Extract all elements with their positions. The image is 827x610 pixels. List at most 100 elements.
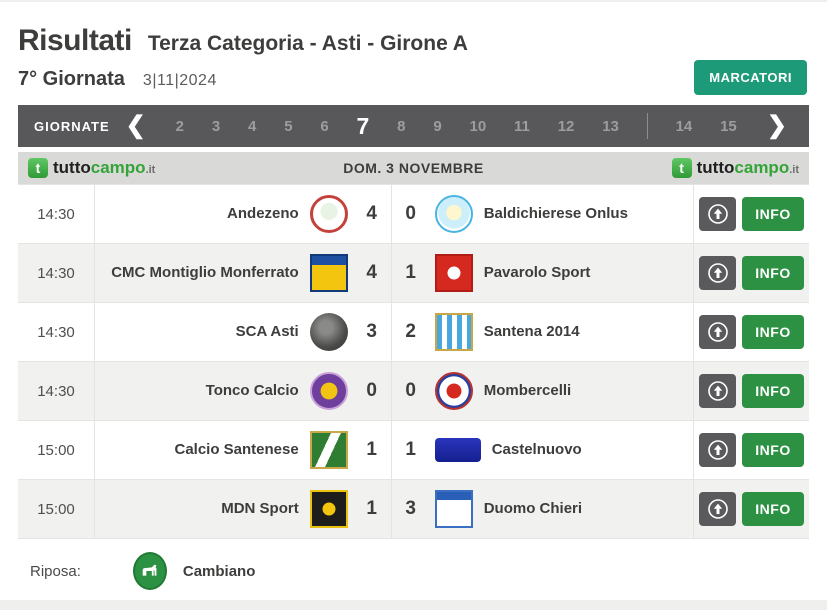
marcatori-button[interactable]: MARCATORI (694, 60, 807, 95)
home-cell: Andezeno 4 (95, 185, 391, 243)
round-8[interactable]: 8 (397, 117, 406, 135)
kickoff-time: 14:30 (18, 362, 95, 420)
round-6[interactable]: 6 (320, 117, 329, 135)
away-team-name[interactable]: Mombercelli (483, 382, 572, 399)
away-team-name[interactable]: Duomo Chieri (483, 500, 583, 517)
home-team-name[interactable]: MDN Sport (221, 500, 299, 517)
mdn-logo[interactable] (309, 490, 348, 528)
page-title: Risultati (18, 24, 132, 57)
match-row: 15:00 MDN Sport 1 3 Duomo Chieri INFO (18, 480, 809, 539)
kickoff-time: 14:30 (18, 303, 95, 361)
home-cell: Calcio Santenese 1 (95, 421, 391, 479)
home-score: 0 (366, 380, 377, 401)
field-button[interactable] (699, 315, 737, 349)
away-team-name[interactable]: Baldichierese Onlus (483, 205, 628, 222)
andezeno-logo[interactable] (309, 195, 348, 233)
round-13[interactable]: 13 (602, 117, 619, 135)
rest-team-name[interactable]: Cambiano (182, 562, 256, 580)
round-2[interactable]: 2 (175, 117, 185, 135)
away-score: 3 (405, 498, 416, 519)
round-11[interactable]: 11 (514, 117, 530, 135)
tuttocampo-logo-right[interactable]: t tutto campo .it (671, 158, 799, 178)
round-9[interactable]: 9 (433, 117, 442, 135)
tonco-logo[interactable] (309, 372, 348, 410)
away-score: 0 (405, 203, 416, 224)
santenese-logo[interactable] (309, 431, 348, 469)
santena-logo[interactable] (434, 313, 473, 351)
away-cell: 0 Baldichierese Onlus (390, 185, 693, 243)
away-cell: 1 Pavarolo Sport (390, 244, 693, 302)
home-team-name[interactable]: Calcio Santenese (174, 441, 299, 458)
cmc-logo[interactable] (309, 254, 348, 292)
arrow-up-circle-icon (707, 204, 728, 224)
page-header: Risultati Terza Categoria - Asti - Giron… (0, 2, 827, 105)
home-score: 4 (366, 203, 377, 224)
home-team-name[interactable]: CMC Montiglio Monferrato (111, 264, 299, 281)
arrow-up-circle-icon (707, 440, 728, 460)
actions-cell: INFO (693, 362, 809, 420)
home-cell: Tonco Calcio 0 (95, 362, 391, 420)
field-button[interactable] (699, 256, 737, 290)
brand-accent: campo (734, 158, 790, 177)
matchday-label: 7° Giornata (18, 68, 125, 90)
round-12[interactable]: 12 (557, 117, 575, 135)
away-team-name[interactable]: Pavarolo Sport (483, 264, 591, 281)
round-4[interactable]: 4 (248, 117, 257, 135)
round-5[interactable]: 5 (284, 117, 293, 135)
info-button[interactable]: INFO (742, 374, 804, 408)
field-button[interactable] (699, 433, 737, 467)
home-score: 1 (366, 439, 377, 460)
banner-date: DOM. 3 NOVEMBRE (343, 160, 484, 176)
away-cell: 1 Castelnuovo (390, 421, 693, 479)
castelnuovo-logo[interactable] (434, 438, 481, 462)
away-cell: 0 Mombercelli (390, 362, 693, 420)
rounds-nav: GIORNATE ❮ 2 3 4 5 6 7 8 9 10 11 12 13 14 15 ❯ (18, 105, 809, 147)
kickoff-time: 15:00 (18, 421, 95, 479)
mombercelli-logo[interactable] (434, 372, 473, 410)
rest-label: Riposa: (30, 562, 81, 580)
arrow-up-circle-icon (707, 381, 728, 401)
info-button[interactable]: INFO (742, 315, 804, 349)
match-row: 14:30 Andezeno 4 0 Baldichierese Onlus I… (18, 185, 809, 244)
arrow-up-circle-icon (707, 263, 728, 283)
baldichierese-logo[interactable] (434, 195, 473, 233)
round-3[interactable]: 3 (211, 117, 221, 135)
round-14[interactable]: 14 (675, 117, 693, 135)
results-table: 14:30 Andezeno 4 0 Baldichierese Onlus I… (18, 184, 809, 539)
brand-prefix: tutto (53, 158, 91, 177)
duomo-logo[interactable] (434, 490, 473, 528)
tuttocampo-logo-left[interactable]: t tutto campo .it (28, 158, 155, 178)
pavarolo-logo[interactable] (434, 254, 473, 292)
home-team-name[interactable]: Andezeno (227, 205, 299, 222)
info-button[interactable]: INFO (742, 197, 804, 231)
home-team-name[interactable]: SCA Asti (235, 323, 299, 340)
chevron-left-icon[interactable]: ❮ (125, 112, 146, 139)
home-team-name[interactable]: Tonco Calcio (205, 382, 299, 399)
field-button[interactable] (699, 197, 737, 231)
info-button[interactable]: INFO (742, 256, 804, 290)
chevron-right-icon[interactable]: ❯ (766, 112, 787, 139)
match-row: 14:30 Tonco Calcio 0 0 Mombercelli INFO (18, 362, 809, 421)
tuttocampo-t-icon: t (671, 158, 692, 178)
round-7[interactable]: 7 (356, 112, 370, 139)
field-button[interactable] (699, 374, 737, 408)
cambiano-logo[interactable] (132, 552, 167, 590)
actions-cell: INFO (693, 303, 809, 361)
sca-logo[interactable] (309, 313, 348, 351)
matchday-date: 3|11|2024 (142, 72, 217, 89)
tuttocampo-t-icon: t (28, 158, 48, 178)
rounds-divider (646, 113, 648, 139)
round-15[interactable]: 15 (720, 117, 737, 135)
home-cell: MDN Sport 1 (95, 480, 391, 538)
home-cell: SCA Asti 3 (95, 303, 391, 361)
info-button[interactable]: INFO (742, 492, 804, 526)
away-team-name[interactable]: Castelnuovo (491, 441, 582, 458)
brand-accent: campo (90, 158, 146, 177)
kickoff-time: 14:30 (18, 244, 95, 302)
info-button[interactable]: INFO (742, 433, 804, 467)
field-button[interactable] (699, 492, 737, 526)
round-10[interactable]: 10 (469, 117, 487, 135)
match-row: 15:00 Calcio Santenese 1 1 Castelnuovo I… (18, 421, 809, 480)
away-team-name[interactable]: Santena 2014 (483, 323, 580, 340)
